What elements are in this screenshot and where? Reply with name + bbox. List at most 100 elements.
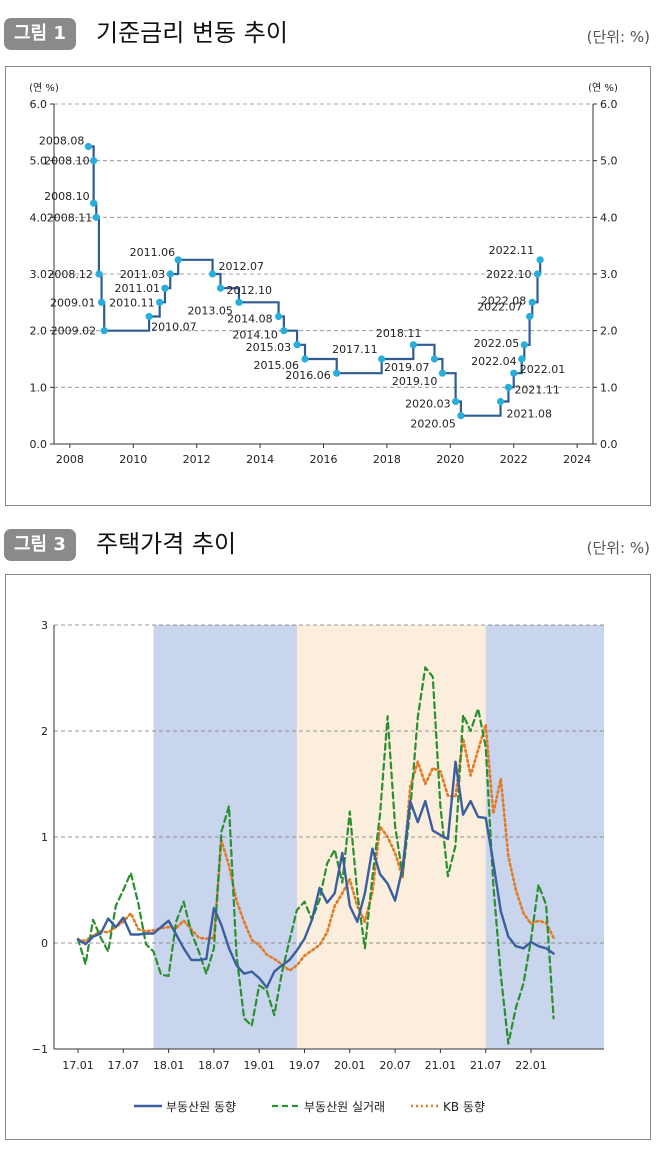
rate-point-label: 2017.11 <box>332 343 378 356</box>
rate-point-label: 2018.11 <box>376 327 422 340</box>
y-tick-label-left: 6.0 <box>30 98 48 111</box>
rate-point <box>518 355 526 363</box>
y-tick-label-right: 4.0 <box>600 211 618 224</box>
y-axis-label-left: (연 %) <box>29 82 59 94</box>
rate-point-label: 2008.12 <box>47 268 93 281</box>
rate-point <box>161 284 169 292</box>
rate-point-label: 2022.05 <box>474 337 520 350</box>
y-tick-label-right: 3.0 <box>600 268 618 281</box>
rate-point-label: 2019.10 <box>392 375 438 388</box>
rate-point-label: 2020.05 <box>410 418 456 431</box>
y-tick-label: −1 <box>32 1043 48 1056</box>
rate-point <box>496 397 505 406</box>
y-tick-label-right: 5.0 <box>600 155 618 168</box>
y-tick-label: 1 <box>41 831 48 844</box>
rate-point-label: 2013.05 <box>187 304 233 317</box>
x-tick-label: 17.01 <box>62 1059 94 1072</box>
housing-price-chart: −1 0 1 2 3 17.01 17.07 18.01 18.07 19.01 19.07 20.0… <box>32 619 604 1114</box>
rate-point-label: 2016.06 <box>285 369 331 382</box>
rate-point <box>90 199 98 207</box>
y-tick-label-right: 0.0 <box>600 438 618 451</box>
rate-point <box>333 369 341 377</box>
rate-point <box>208 270 217 278</box>
rate-point-label: 2011.06 <box>130 246 176 259</box>
rate-point <box>510 369 518 377</box>
x-tick-label: 18.01 <box>153 1059 185 1072</box>
rate-point <box>100 327 108 335</box>
rate-point <box>430 355 439 363</box>
rate-point-label: 2020.03 <box>405 398 451 411</box>
rate-point <box>166 270 174 278</box>
rate-point <box>528 298 536 306</box>
figure3-chart-panel: −1 0 1 2 3 17.01 17.07 18.01 18.07 19.01 19.07 20.0… <box>5 574 651 1140</box>
rate-point <box>156 298 164 306</box>
series-line-1 <box>76 666 555 1045</box>
rate-point-label: 2022.01 <box>520 363 566 376</box>
y-tick-label-left: 1.0 <box>30 381 48 394</box>
x-tick-label: 17.07 <box>108 1059 140 1072</box>
y-tick-label-left: 4.0 <box>30 211 48 224</box>
rate-point <box>90 157 98 165</box>
x-tick-label: 21.07 <box>470 1059 502 1072</box>
rate-point-label: 2012.10 <box>226 284 271 297</box>
x-tick-label: 18.07 <box>198 1059 230 1072</box>
x-tick-label: 2010 <box>119 453 147 466</box>
base-rate-chart: 0.0 0.0 1.0 1.0 2.0 2.0 3.0 3.0 4.0 4.0 5.0 5.0 6.0 6… <box>29 82 618 466</box>
rate-point-label: 2022.10 <box>486 268 532 281</box>
rate-point <box>92 213 100 221</box>
rate-point-label: 2015.03 <box>246 341 292 354</box>
rate-point <box>536 256 544 264</box>
rate-point-label: 2021.11 <box>514 383 560 396</box>
y-tick-label-left: 0.0 <box>30 438 48 451</box>
rate-point <box>216 284 225 292</box>
y-tick-label-left: 5.0 <box>30 155 48 168</box>
rate-point-label: 2022.07 <box>477 301 523 314</box>
y-tick-label-right: 6.0 <box>600 98 618 111</box>
rate-point <box>533 270 542 278</box>
figure1-chart-panel: 0.0 0.0 1.0 1.0 2.0 2.0 3.0 3.0 4.0 4.0 5.0 5.0 6.0 6… <box>5 66 651 506</box>
y-tick-label-left: 2.0 <box>30 325 48 338</box>
rate-point <box>504 383 513 391</box>
x-tick-label: 21.01 <box>425 1059 457 1072</box>
rate-point-label: 2014.10 <box>232 329 278 342</box>
series-line-0 <box>76 760 555 989</box>
rate-point-label: 2008.08 <box>39 135 85 148</box>
rate-point-label: 2010.07 <box>151 321 197 334</box>
rate-point-label: 2015.06 <box>254 359 300 372</box>
rate-point <box>84 142 92 151</box>
rate-point-label: 2022.04 <box>471 355 517 368</box>
rate-point-label: 2012.07 <box>219 260 265 273</box>
x-tick-label: 20.07 <box>379 1059 411 1072</box>
rate-point <box>520 341 528 349</box>
x-tick-label: 2018 <box>373 453 401 466</box>
x-tick-label: 20.01 <box>334 1059 366 1072</box>
x-tick-label: 2014 <box>246 453 274 466</box>
rate-point-label: 2008.10 <box>44 155 90 168</box>
rate-point-label: 2009.01 <box>50 296 96 309</box>
rate-point <box>378 355 386 363</box>
y-tick-label-right: 2.0 <box>600 325 618 338</box>
y-axis-label-right: (연 %) <box>588 82 618 94</box>
x-tick-label: 2024 <box>563 453 591 466</box>
rate-point <box>274 312 283 321</box>
rate-point-label: 2010.11 <box>109 296 155 309</box>
rate-point <box>95 270 103 278</box>
rate-point-label: 2008.11 <box>47 211 93 224</box>
y-tick-label: 3 <box>41 619 48 632</box>
x-tick-label: 2008 <box>56 453 84 466</box>
y-tick-label-left: 3.0 <box>30 268 48 281</box>
rate-point <box>235 298 243 306</box>
x-tick-label: 19.01 <box>243 1059 275 1072</box>
rate-point-label: 2022.08 <box>481 294 527 307</box>
rate-point-label: 2008.10 <box>44 190 90 203</box>
figure3-badge: 그림 3 <box>4 529 76 561</box>
figure3-header: 그림 3 주택가격 추이 (단위: %) <box>0 525 658 565</box>
y-tick-label: 2 <box>41 725 48 738</box>
rate-point-label: 2011.03 <box>120 268 166 281</box>
rate-point-label: 2021.08 <box>507 408 553 421</box>
rate-point <box>97 298 106 306</box>
rate-point <box>452 397 460 406</box>
rate-point <box>438 369 446 377</box>
figure1-unit: (단위: %) <box>586 28 650 46</box>
rate-point <box>280 327 288 335</box>
